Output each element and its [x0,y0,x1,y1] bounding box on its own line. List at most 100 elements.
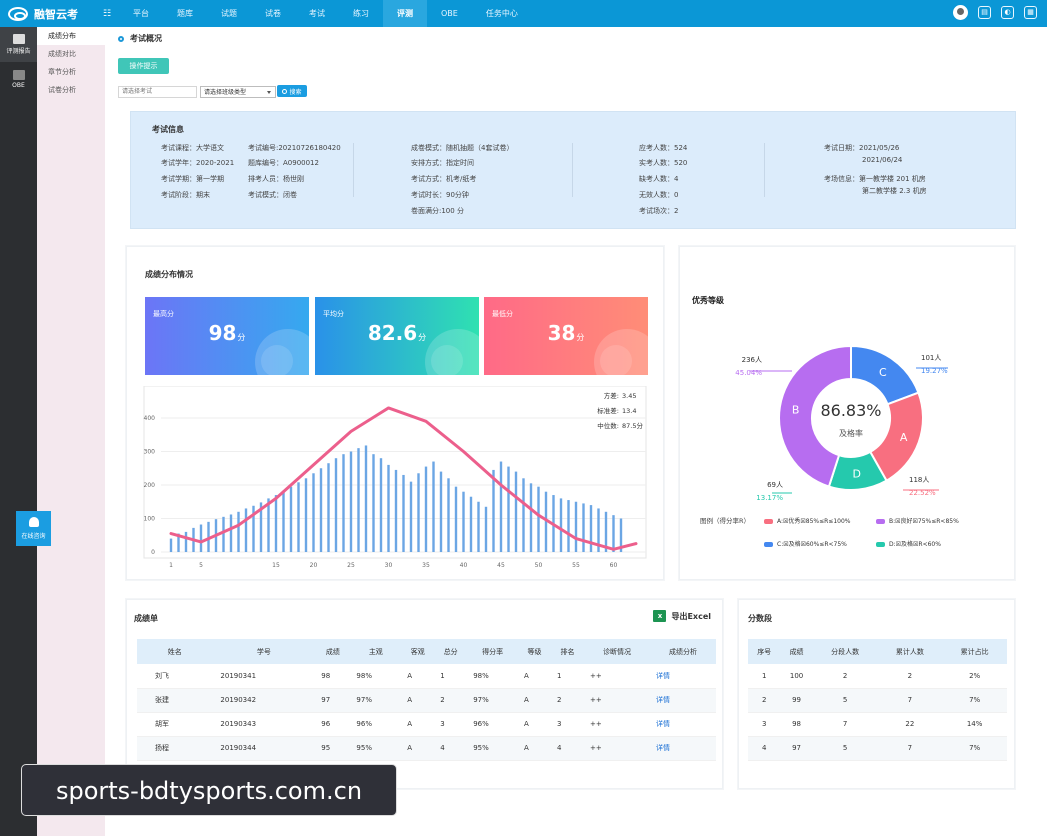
histogram-bar [567,500,570,552]
score-cell: 3 [550,712,584,737]
score-cell: A [401,688,435,713]
exam-method: 考试方式：机考/纸考 [411,175,477,183]
subnav-score-comparison[interactable]: 成绩对比 [48,50,76,58]
table-row: 刘飞 20190341 98 98% A 1 98% A 1 ++ 详情 [137,664,716,689]
histogram-bar [252,505,255,552]
rail-obe[interactable]: OBE [0,62,37,97]
exam-term: 考试学期：第一学期 [161,175,224,183]
nav-task-center[interactable]: 任务中心 [485,9,518,18]
expected-count: 应考人数：524 [639,144,688,152]
nav-papers[interactable]: 试卷 [265,9,281,18]
score-distribution-card: 成绩分布情况 最高分 98分 平均分 82.6分 最低分 38分 0 100 200 300… [126,246,664,580]
page-title: 考试概况 [118,33,162,44]
histogram-bar [484,506,488,552]
score-cell: 2 [434,688,468,713]
score-cell: 95% [350,736,402,761]
histogram-bar [207,521,210,552]
histogram-bar [222,516,225,552]
exam-date: 考试日期：2021/05/26 [824,144,900,152]
online-chat-button[interactable]: 在线咨询 [16,511,51,546]
invalid-count: 无效人数：0 [639,191,679,199]
subnav-chapter-analysis[interactable]: 章节分析 [48,68,76,76]
palette-icon[interactable]: ◐ [1001,6,1014,19]
summary-value: 13.4 [622,407,636,415]
exam-course: 考试课程：大学语文 [161,144,224,152]
x-tick-label: 5 [199,562,203,569]
question-bank-code: 题库编号：A0900012 [248,159,319,167]
histogram-bar [589,505,593,552]
rail-evaluation-report[interactable]: 评测报告 [0,27,37,62]
menu-toggle-icon[interactable]: ☷ [102,8,112,19]
histogram-bar [199,524,203,552]
score-cell: 97% [350,688,402,713]
export-excel-button[interactable]: x 导出Excel [653,610,711,622]
histogram-bar [462,491,465,552]
subnav-paper-analysis[interactable]: 试卷分析 [48,86,76,94]
arrange-method: 安排方式：指定时间 [411,159,474,167]
search-button[interactable]: 搜索 [277,85,307,97]
nav-evaluation[interactable]: 评测 [383,0,427,27]
score-distribution-title: 成绩分布情况 [145,270,193,279]
grade-legend-title: 图例（得分率R） [700,517,751,525]
nav-platform[interactable]: 平台 [133,9,149,18]
class-type-select[interactable]: 请选择班级类型 [200,86,276,98]
nav-questions[interactable]: 试题 [221,9,237,18]
score-cell: A [518,736,551,761]
exam-duration: 考试时长：90分钟 [411,191,469,199]
score-list-title: 成绩单 [134,614,158,623]
score-cell: A [401,736,435,761]
actual-count: 实考人数：520 [639,159,688,167]
table-row: 张建 20190342 97 97% A 2 97% A 2 ++ 详情 [137,688,716,713]
histogram-bar [559,498,563,552]
score-cell[interactable]: 详情 [649,736,716,761]
score-cell[interactable]: 详情 [649,688,716,713]
histogram-bar [499,461,503,552]
histogram-bar [402,474,405,552]
band-cell: 97 [780,736,813,761]
score-cell: ++ [583,688,650,713]
watermark: sports-bdtysports.com.cn [21,764,397,816]
summary-value: 87.5分 [622,421,643,430]
score-cell: 20190341 [212,664,316,689]
average-score-card: 平均分 82.6分 [315,297,479,375]
histogram-bar [342,454,345,552]
band-cell: 7 [812,712,878,737]
grid-icon[interactable]: ▦ [1024,6,1037,19]
histogram-bar [409,481,413,552]
highest-score-card: 最高分 98分 [145,297,309,375]
histogram-bar [612,515,615,552]
exam-room-second: 第二教学楼 2.3 机房 [862,187,927,195]
nav-question-bank[interactable]: 题库 [177,9,193,18]
full-score: 卷面满分:100 分 [411,207,464,215]
score-cell: 96% [467,712,518,737]
bell-icon [28,517,39,527]
notebook-icon[interactable]: ▤ [978,6,991,19]
score-cell[interactable]: 详情 [649,664,716,689]
score-cell: 4 [434,736,468,761]
score-cell: 扬程 [137,736,213,761]
histogram-bar [529,483,533,552]
avatar[interactable] [953,5,968,20]
exam-date-second: 2021/06/24 [862,156,903,164]
table-row: 2 99 5 7 7% [748,688,1007,713]
score-cell[interactable]: 详情 [649,712,716,737]
operation-tips-button[interactable]: 操作提示 [118,58,169,74]
app-logo[interactable]: 融智云考 [0,6,95,22]
nav-practice[interactable]: 练习 [353,9,369,18]
nav-obe[interactable]: OBE [441,9,458,18]
histogram-bar [304,478,308,552]
band-cell: 7 [877,688,943,713]
band-cell: 100 [780,664,813,689]
absent-count: 缺考人数：4 [639,175,679,183]
x-tick-label: 30 [385,562,393,569]
table-row: 4 97 5 7 7% [748,736,1007,761]
histogram-bar [357,448,360,552]
band-cell: 98 [780,712,813,737]
exam-select-input[interactable] [118,86,197,98]
band-cell: 4 [748,736,781,761]
x-tick-label: 60 [610,562,618,569]
score-cell: 2 [550,688,584,713]
nav-exams[interactable]: 考试 [309,9,325,18]
subnav-score-distribution[interactable]: 成绩分布 [37,27,105,45]
band-cell: 2 [877,664,943,689]
